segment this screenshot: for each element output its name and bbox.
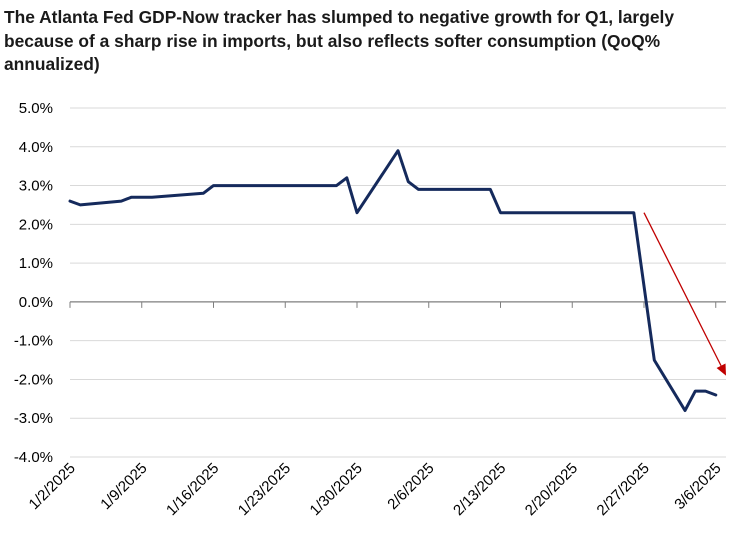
y-tick-label: 3.0% xyxy=(19,178,53,195)
y-tick-label: -3.0% xyxy=(14,410,53,427)
y-tick-label: 4.0% xyxy=(19,139,53,156)
series-layer xyxy=(68,149,718,412)
y-tick-label: 0.0% xyxy=(19,294,53,311)
x-tick-labels: 1/2/2025 1/9/2025 1/16/2025 1/23/2025 1/30/2… xyxy=(26,460,725,519)
gridlines xyxy=(70,107,726,458)
annotations xyxy=(643,212,726,376)
x-tick-label: 1/16/2025 xyxy=(163,460,222,519)
axes xyxy=(69,301,726,308)
x-tick-label: 3/6/2025 xyxy=(671,460,724,513)
y-tick-label: -1.0% xyxy=(14,333,53,350)
trend-arrow-shaft xyxy=(643,212,722,367)
x-tick-label: 2/27/2025 xyxy=(594,460,653,519)
x-tick-label: 2/20/2025 xyxy=(522,460,581,519)
y-tick-label: 1.0% xyxy=(19,255,53,272)
y-tick-label: 5.0% xyxy=(19,100,53,117)
y-tick-label: 2.0% xyxy=(19,216,53,233)
trend-arrow-head xyxy=(716,363,726,376)
x-tick-label: 1/23/2025 xyxy=(235,460,294,519)
y-tick-label: -4.0% xyxy=(14,449,53,466)
y-tick-labels: 5.0% 4.0% 3.0% 2.0% 1.0% 0.0% -1.0% -2.0% -3.0% -… xyxy=(14,100,53,466)
x-tick-label: 1/9/2025 xyxy=(97,460,150,513)
x-tick-label: 1/30/2025 xyxy=(307,460,366,519)
y-tick-label: -2.0% xyxy=(14,371,53,388)
x-tick-label: 2/6/2025 xyxy=(384,460,437,513)
x-tick-label: 2/13/2025 xyxy=(450,460,509,519)
chart-title: The Atlanta Fed GDP-Now tracker has slum… xyxy=(4,7,674,74)
x-tick-label: 1/2/2025 xyxy=(26,460,79,513)
gdpnow-series-line xyxy=(68,149,718,412)
